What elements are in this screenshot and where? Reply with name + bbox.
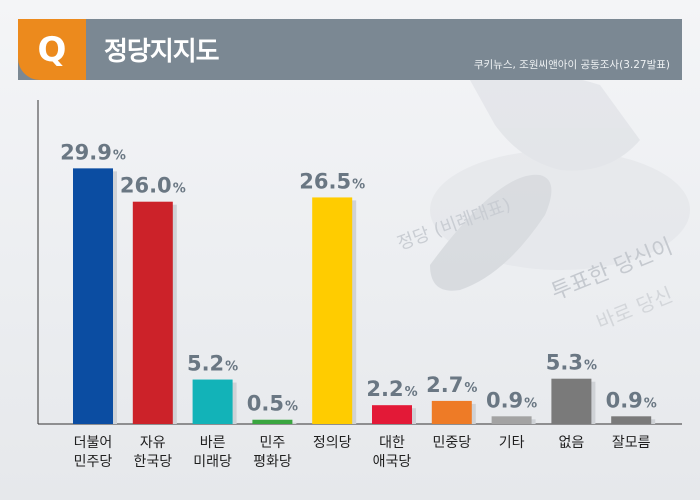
- bar-value-label: 2.7%: [426, 373, 477, 397]
- bar: [611, 416, 652, 424]
- q-badge: Q: [18, 19, 86, 80]
- bar-value-label: 0.9%: [486, 388, 537, 412]
- page-title: 정당지지도: [104, 37, 220, 67]
- category-label: 기타: [499, 435, 525, 451]
- header-bar: [18, 19, 682, 80]
- category-label: 민주 평화당: [253, 435, 292, 470]
- category-label: 잘모름: [612, 435, 651, 451]
- bar: [431, 400, 472, 424]
- source-note: 쿠키뉴스, 조원씨앤아이 공동조사(3.27발표): [473, 59, 670, 71]
- bar: [132, 201, 173, 424]
- bar: [551, 378, 592, 424]
- bar-value-label: 5.3%: [546, 351, 597, 375]
- bar-value-label: 26.5%: [299, 169, 365, 193]
- bar: [192, 379, 233, 424]
- bar: [73, 168, 113, 424]
- bar-value-label: 5.2%: [187, 352, 238, 376]
- category-label: 정의당: [313, 435, 352, 451]
- bar-value-label: 2.2%: [366, 377, 417, 401]
- category-label: 바른 미래당: [193, 435, 232, 470]
- category-label: 없음: [559, 435, 585, 451]
- bar: [491, 416, 532, 424]
- bar: [312, 197, 353, 424]
- category-label: 대한 애국당: [373, 435, 412, 470]
- bar-value-label: 0.5%: [247, 392, 298, 416]
- bar-value-label: 29.9%: [60, 140, 126, 164]
- category-label: 자유 한국당: [133, 435, 172, 470]
- category-label: 더불어 민주당: [74, 435, 113, 470]
- bar: [372, 405, 412, 424]
- category-label: 민중당: [432, 435, 471, 451]
- bar-value-label: 26.0%: [120, 174, 186, 198]
- bar-value-label: 0.9%: [606, 388, 657, 412]
- bar: [252, 419, 293, 424]
